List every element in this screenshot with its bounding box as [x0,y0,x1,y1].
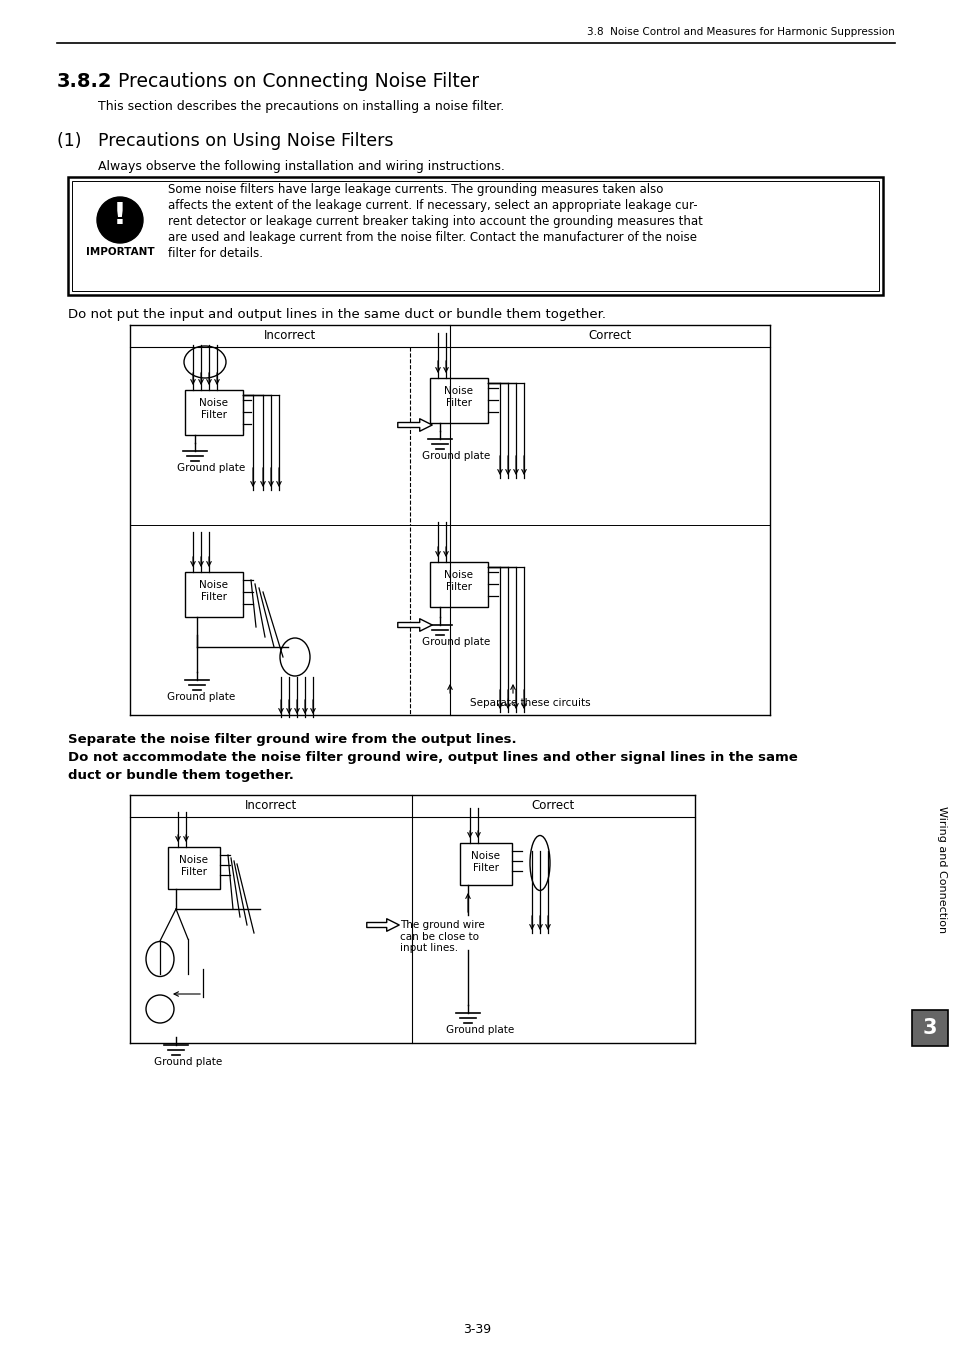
Text: duct or bundle them together.: duct or bundle them together. [68,769,294,782]
Bar [185,572,243,617]
Bar [430,562,488,608]
Text: Ground plate: Ground plate [421,637,490,647]
Text: 3-39: 3-39 [462,1323,491,1336]
Text: The ground wire
can be close to
input lines.: The ground wire can be close to input li… [399,919,484,953]
Circle shape [97,197,143,243]
Text: Do not put the input and output lines in the same duct or bundle them together.: Do not put the input and output lines in… [68,308,605,321]
Text: 3: 3 [922,1018,936,1038]
Text: Ground plate: Ground plate [167,693,235,702]
Text: Separate the noise filter ground wire from the output lines.: Separate the noise filter ground wire fr… [68,733,517,747]
Text: Correct: Correct [588,329,631,342]
Bar [168,846,220,890]
Text: Incorrect: Incorrect [245,799,296,811]
Bar [911,1010,947,1046]
Text: !: ! [113,201,127,231]
Text: Noise
Filter: Noise Filter [444,570,473,591]
Text: (1)   Precautions on Using Noise Filters: (1) Precautions on Using Noise Filters [57,132,393,150]
Text: Ground plate: Ground plate [421,451,490,460]
Bar [185,390,243,435]
Text: Separate these circuits: Separate these circuits [469,698,590,707]
Text: filter for details.: filter for details. [168,247,263,261]
Text: Noise
Filter: Noise Filter [199,398,229,420]
Text: Ground plate: Ground plate [153,1057,222,1066]
Text: affects the extent of the leakage current. If necessary, select an appropriate l: affects the extent of the leakage curren… [168,198,697,212]
Text: Ground plate: Ground plate [446,1025,514,1035]
Bar [71,181,878,292]
Text: Always observe the following installation and wiring instructions.: Always observe the following installatio… [98,161,504,173]
Text: rent detector or leakage current breaker taking into account the grounding measu: rent detector or leakage current breaker… [168,215,702,228]
Text: Ground plate: Ground plate [177,463,245,472]
Text: Noise
Filter: Noise Filter [471,850,500,872]
Text: are used and leakage current from the noise filter. Contact the manufacturer of : are used and leakage current from the no… [168,231,697,244]
Text: 3.8.2: 3.8.2 [57,72,112,90]
Text: Do not accommodate the noise filter ground wire, output lines and other signal l: Do not accommodate the noise filter grou… [68,751,797,764]
Text: Precautions on Connecting Noise Filter: Precautions on Connecting Noise Filter [118,72,478,90]
Bar [459,842,512,886]
Bar [68,177,882,296]
Text: Wiring and Connection: Wiring and Connection [936,806,946,934]
Text: 3.8  Noise Control and Measures for Harmonic Suppression: 3.8 Noise Control and Measures for Harmo… [587,27,894,36]
Text: Incorrect: Incorrect [264,329,315,342]
Text: Noise
Filter: Noise Filter [179,855,209,876]
Bar [430,378,488,423]
Text: Some noise filters have large leakage currents. The grounding measures taken als: Some noise filters have large leakage cu… [168,184,662,196]
Text: IMPORTANT: IMPORTANT [86,247,154,256]
Text: Noise
Filter: Noise Filter [444,386,473,408]
Text: Noise
Filter: Noise Filter [199,580,229,602]
Text: This section describes the precautions on installing a noise filter.: This section describes the precautions o… [98,100,504,113]
Text: Correct: Correct [531,799,574,811]
